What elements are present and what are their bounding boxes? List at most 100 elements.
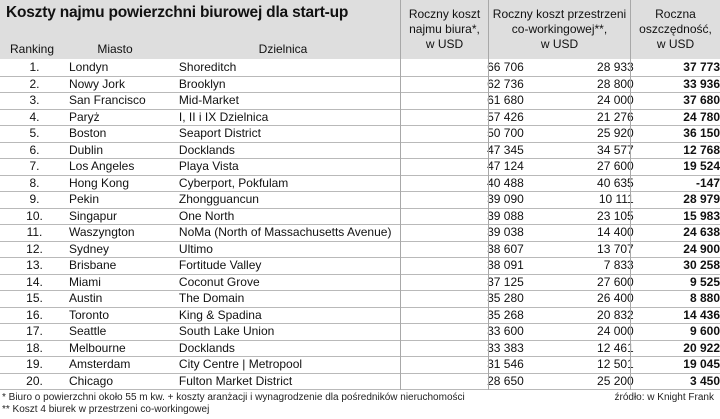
city-cell: Los Angeles	[68, 158, 179, 176]
district-cell: South Lake Union	[178, 323, 432, 341]
city-cell: San Francisco	[68, 92, 179, 110]
table-row: 11. Waszyngton NoMa (North of Massachusett…	[0, 224, 720, 242]
saving-cell: 12 768	[633, 142, 720, 159]
office-cost-cell: 40 488	[431, 175, 524, 192]
office-cost-cell: 47 124	[431, 158, 524, 176]
office-cost-cell: 31 546	[431, 356, 524, 374]
header-cowork-cost-label: Roczny koszt przestrzeni co-workingowej*…	[492, 7, 627, 51]
rank-cell: 1.	[0, 60, 69, 77]
office-cost-cell: 62 736	[431, 76, 524, 93]
office-cost-cell: 50 700	[431, 125, 524, 143]
cowork-cost-cell: 7 833	[523, 257, 634, 275]
rank-cell: 8.	[0, 175, 69, 192]
cowork-cost-cell: 14 400	[523, 224, 634, 242]
table-row: 8. Hong Kong Cyberport, Pokfulam 40 488 40 6…	[0, 175, 720, 192]
saving-cell: 8 880	[633, 290, 720, 308]
rank-cell: 7.	[0, 158, 69, 176]
rank-cell: 10.	[0, 208, 69, 225]
office-cost-cell: 37 125	[431, 274, 524, 291]
table-row: 16. Toronto King & Spadina 35 268 20 832 14 4…	[0, 307, 720, 324]
header-saving: Roczna oszczędność, w USD	[631, 0, 720, 59]
saving-cell: 20 922	[633, 340, 720, 357]
district-cell: Playa Vista	[178, 158, 432, 176]
header-office-cost-label: Roczny koszt najmu biura*, w USD	[408, 7, 481, 51]
footnote-office: * Biuro o powierzchni około 55 m kw. + k…	[2, 392, 465, 403]
rank-cell: 3.	[0, 92, 69, 110]
city-cell: Miami	[68, 274, 179, 291]
district-cell: King & Spadina	[178, 307, 432, 324]
rank-cell: 20.	[0, 373, 69, 390]
cowork-cost-cell: 26 400	[523, 290, 634, 308]
office-cost-cell: 47 345	[431, 142, 524, 159]
city-cell: Boston	[68, 125, 179, 143]
district-cell: Mid-Market	[178, 92, 432, 110]
city-cell: Nowy Jork	[68, 76, 179, 93]
city-cell: Paryż	[68, 109, 179, 126]
saving-cell: 24 780	[633, 109, 720, 126]
data-table: 1. Londyn Shoreditch 66 706 28 933 37 773 2. No…	[0, 60, 720, 390]
table-row: 14. Miami Coconut Grove 37 125 27 600 9 525	[0, 274, 720, 291]
office-cost-cell: 66 706	[431, 60, 524, 77]
city-cell: Toronto	[68, 307, 179, 324]
rank-cell: 19.	[0, 356, 69, 374]
cowork-cost-cell: 28 933	[523, 60, 634, 77]
table-row: 7. Los Angeles Playa Vista 47 124 27 600 19 5…	[0, 158, 720, 176]
rank-cell: 16.	[0, 307, 69, 324]
saving-cell: 28 979	[633, 191, 720, 209]
city-cell: Brisbane	[68, 257, 179, 275]
table-row: 3. San Francisco Mid-Market 61 680 24 000 37 …	[0, 92, 720, 110]
district-cell: Docklands	[178, 142, 432, 159]
cowork-cost-cell: 20 832	[523, 307, 634, 324]
table-row: 5. Boston Seaport District 50 700 25 920 36 1…	[0, 125, 720, 143]
city-cell: Amsterdam	[68, 356, 179, 374]
city-cell: Dublin	[68, 142, 179, 159]
city-cell: Londyn	[68, 60, 179, 77]
office-cost-cell: 38 091	[431, 257, 524, 275]
district-cell: Docklands	[178, 340, 432, 357]
footnotes: * Biuro o powierzchni około 55 m kw. + k…	[2, 392, 465, 415]
city-cell: Singapur	[68, 208, 179, 225]
cowork-cost-cell: 10 111	[523, 191, 634, 209]
cowork-cost-cell: 24 000	[523, 92, 634, 110]
city-cell: Seattle	[68, 323, 179, 341]
cowork-cost-cell: 12 461	[523, 340, 634, 357]
saving-cell: 24 900	[633, 241, 720, 258]
office-cost-cell: 33 600	[431, 323, 524, 341]
rank-cell: 18.	[0, 340, 69, 357]
cowork-cost-cell: 23 105	[523, 208, 634, 225]
city-cell: Pekin	[68, 191, 179, 209]
office-cost-cell: 35 280	[431, 290, 524, 308]
rank-cell: 6.	[0, 142, 69, 159]
table-row: 1. Londyn Shoreditch 66 706 28 933 37 773	[0, 60, 720, 77]
city-cell: Melbourne	[68, 340, 179, 357]
cowork-cost-cell: 27 600	[523, 158, 634, 176]
district-cell: Fulton Market District	[178, 373, 432, 390]
saving-cell: 9 525	[633, 274, 720, 291]
rank-cell: 12.	[0, 241, 69, 258]
table-row: 18. Melbourne Docklands 33 383 12 461 20 922	[0, 340, 720, 357]
cowork-cost-cell: 25 200	[523, 373, 634, 390]
district-cell: Brooklyn	[178, 76, 432, 93]
office-cost-cell: 39 088	[431, 208, 524, 225]
office-cost-cell: 61 680	[431, 92, 524, 110]
table-row: 2. Nowy Jork Brooklyn 62 736 28 800 33 936	[0, 76, 720, 93]
rank-cell: 5.	[0, 125, 69, 143]
district-cell: I, II i IX Dzielnica	[178, 109, 432, 126]
table-title: Koszty najmu powierzchni biurowej dla st…	[6, 4, 349, 21]
office-cost-cell: 38 607	[431, 241, 524, 258]
header-ranking: Ranking	[0, 40, 64, 59]
cowork-cost-cell: 40 635	[523, 175, 634, 192]
city-cell: Austin	[68, 290, 179, 308]
district-cell: Shoreditch	[178, 60, 432, 77]
header-cowork-cost: Roczny koszt przestrzeni co-workingowej*…	[489, 0, 630, 59]
saving-cell: 37 680	[633, 92, 720, 110]
saving-cell: 3 450	[633, 373, 720, 390]
rank-cell: 4.	[0, 109, 69, 126]
cowork-cost-cell: 21 276	[523, 109, 634, 126]
saving-cell: 24 638	[633, 224, 720, 242]
cowork-cost-cell: 12 501	[523, 356, 634, 374]
saving-cell: 37 773	[633, 60, 720, 77]
district-cell: One North	[178, 208, 432, 225]
office-cost-cell: 57 426	[431, 109, 524, 126]
